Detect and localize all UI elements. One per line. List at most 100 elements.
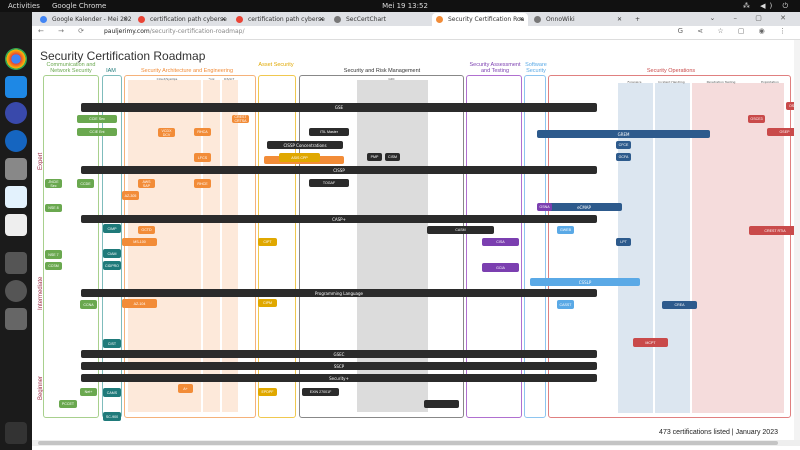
cert-gsec[interactable]: GSEC [81,350,597,358]
url-field[interactable]: pauljerimy.com/security-certification-ro… [104,28,245,35]
cert-ccna[interactable]: CCNA [80,300,97,309]
system-monitor-icon[interactable] [5,76,27,98]
cert-pccet[interactable]: PCCET [59,400,77,408]
cert-gsna[interactable]: GSNA [537,203,552,211]
trash-icon[interactable] [5,308,27,330]
cert-osda[interactable]: CREA [662,301,697,309]
cert-ccsm[interactable]: CCSM [45,262,62,270]
cert-asis-cpp[interactable]: ASIS CPP [279,153,320,162]
cert-ceh[interactable]: MCPT [633,338,668,347]
files-icon[interactable] [5,158,27,180]
show-apps-icon[interactable] [5,422,27,444]
cert-aws-sap[interactable]: AWS SAP [138,179,155,188]
disc-icon[interactable] [5,280,27,302]
cert-cams[interactable]: CAMS [103,388,121,397]
cert-crest-crtsa[interactable]: CREST CRTSA [232,115,249,123]
cert-gisf[interactable] [424,400,459,408]
cert-rhca[interactable]: RHCA [194,128,211,136]
libreoffice-writer-icon[interactable] [5,186,27,208]
cert-cissp-concentrations[interactable]: CISSP Concentrations [267,141,343,149]
calendar-icon [40,16,47,23]
cert-gctd[interactable]: GCTD [138,226,155,234]
cert-cipm[interactable]: CIPM [258,299,277,307]
cert-cfce[interactable]: CFCE [616,141,631,149]
cert-togaf[interactable]: TOGAF [309,179,349,187]
close-tab-icon[interactable]: ✕ [318,16,324,23]
cert-ms100[interactable]: MS-100 [122,238,157,246]
cert-cist[interactable]: CIST [103,339,121,348]
app-menu[interactable]: Google Chrome [52,2,107,10]
close-tab-icon[interactable]: ✕ [518,16,524,23]
vertical-scrollbar[interactable] [794,40,800,440]
cert-cidpro[interactable]: CIDPRO [103,261,121,270]
cert-gcia[interactable]: GCIA [482,263,519,272]
cert-crisc[interactable]: CASM [427,226,494,234]
cert-ccie-sec[interactable]: CCIE Sec [77,115,117,123]
cert-az305[interactable]: AZ-305 [122,191,139,200]
scrollbar-thumb[interactable] [38,441,778,445]
cert-osep[interactable]: OSEP [767,128,800,136]
cert-rhce[interactable]: RHCE [194,179,211,188]
cert-oscp[interactable]: CREST RTIA [749,226,800,235]
toolbar-icons[interactable]: G ⋖ ☆ ▢ ◉ ⋮ [677,27,792,35]
tab-onnowiki[interactable]: OnnoWiki ✕ [530,13,626,26]
software-updater-icon[interactable] [5,214,27,236]
subheader-ics: ICS/IoT [223,77,235,81]
chrome-icon[interactable] [5,48,27,70]
tab-cert-path-2[interactable]: certification path cyberse ✕ [232,13,328,26]
cert-nse7[interactable]: NSE 7 [45,250,62,259]
cert-epdpf[interactable]: EPDPF [258,388,277,396]
cert-jncie-sec[interactable]: JNCIE Sec [45,179,62,188]
cert-ccde[interactable]: CCDE [77,179,94,188]
cert-programming-language[interactable]: Programming Language [81,289,597,297]
new-tab-button[interactable]: + [635,16,641,23]
cert-casp[interactable]: CASP+ [81,215,597,223]
cert-ciam[interactable]: CIAM [103,249,121,258]
cert-cipt[interactable]: CIPT [258,238,277,246]
cert-sc900[interactable]: SC-900 [103,412,121,421]
window-controls[interactable]: ⌄ – ▢ ✕ [709,14,794,22]
cert-sscp[interactable]: SSCP [81,362,597,370]
cert-cimp[interactable]: CIMP [103,224,121,233]
close-tab-icon[interactable]: ✕ [616,16,622,23]
cert-vcdx-dcv[interactable]: VCDX DCV [158,128,175,137]
cert-gcfa[interactable]: GCFA [616,153,631,161]
cert-netplus[interactable]: Net+ [80,388,97,396]
domain-comm: Communication and Network Security [46,62,96,74]
cert-ecmap[interactable]: eCMAP [546,203,622,211]
close-tab-icon[interactable]: ✕ [220,16,226,23]
eclipse-icon[interactable] [5,102,27,124]
cert-itil-master[interactable]: ITIL Master [309,128,349,136]
cert-cism[interactable]: CISM [385,153,400,161]
cert-az500[interactable]: AZ-104 [122,299,157,308]
close-tab-icon[interactable]: ✕ [122,16,128,23]
cert-osce3[interactable]: OSCE3 [748,115,765,123]
cert-togaf-fdn[interactable]: EXIN 27001F [302,388,339,396]
tab-security-roadmap[interactable]: Security Certification Roa ✕ [432,13,528,26]
cert-ccie-ent[interactable]: CCIE Ent [77,128,117,136]
tab-strip: Google Kalender - Mei 202 ✕ certification… [32,12,800,26]
cert-casst[interactable]: CASST [557,300,574,309]
cert-cissp[interactable]: CISSP [81,166,597,174]
cert-pmp[interactable]: PMP [367,153,382,161]
tab-google-calendar[interactable]: Google Kalender - Mei 202 ✕ [36,13,132,26]
horizontal-scrollbar[interactable] [32,440,800,446]
tab-seccertchart[interactable]: SecCertChart [330,13,426,26]
system-tray[interactable]: ⁂ ◀) ⏻ [742,2,792,10]
cert-cisa[interactable]: CISA [482,238,519,246]
activities-button[interactable]: Activities [8,2,40,10]
thunderbird-icon[interactable] [5,130,27,152]
cert-grem[interactable]: GREM [537,130,710,138]
cert-csslp[interactable]: CSSLP [530,278,640,286]
cert-aplus[interactable]: A+ [178,384,193,393]
cert-cmfe[interactable]: LPT [616,238,631,246]
cert-lfcs[interactable]: LFCS [194,153,211,162]
cert-nse8[interactable]: NSE 8 [45,204,62,212]
tab-cert-path-1[interactable]: certification path cyberse ✕ [134,13,230,26]
cert-gweb[interactable]: GWEB [557,226,574,234]
nav-buttons[interactable]: ← → ⟳ [38,27,91,35]
cert-security-plus[interactable]: Security+ [81,374,597,382]
clock[interactable]: Mei 19 13:52 [382,2,428,10]
usb-drive-icon[interactable] [5,252,27,274]
cert-gse[interactable]: GSE [81,103,597,112]
